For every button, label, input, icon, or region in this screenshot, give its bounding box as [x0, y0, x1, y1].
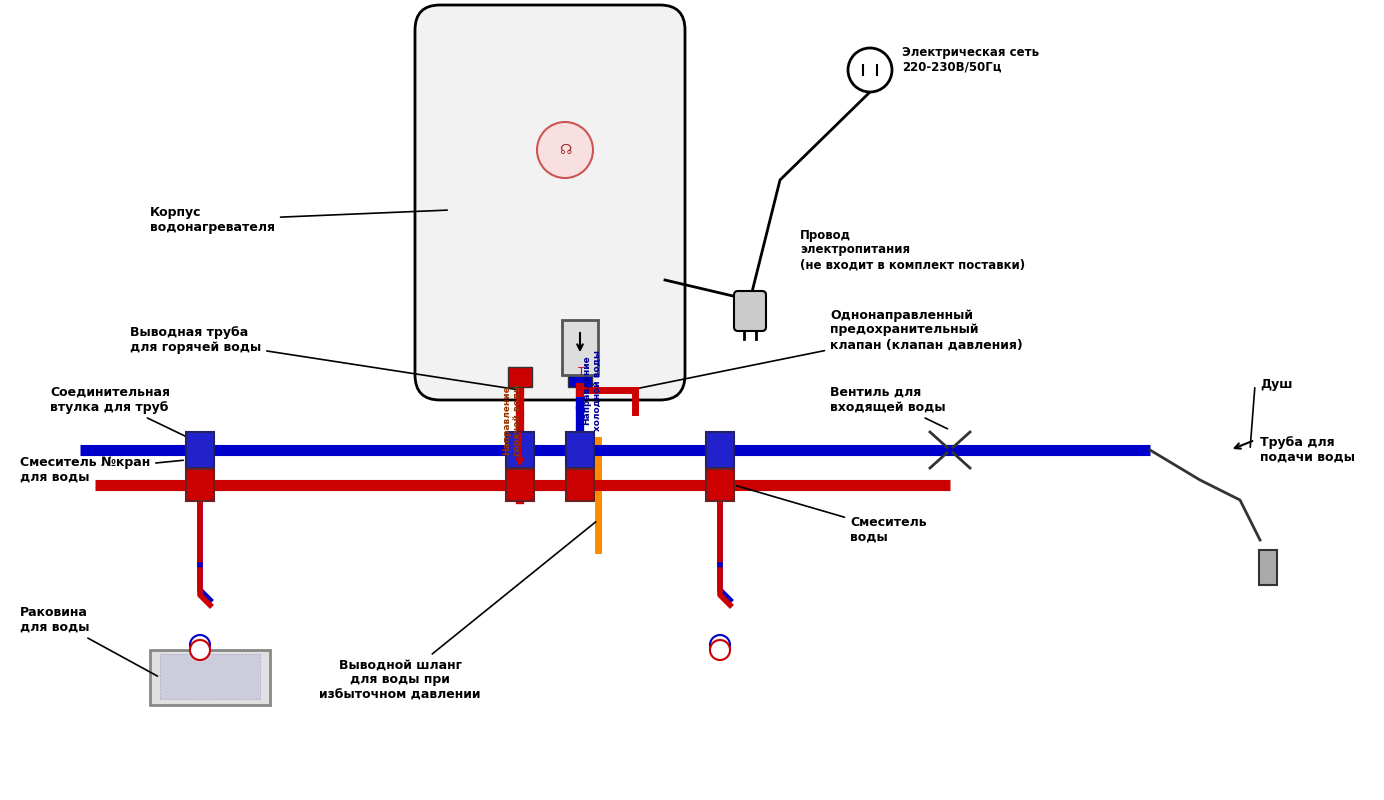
Circle shape — [948, 448, 952, 452]
Text: Вентиль для
входящей воды: Вентиль для входящей воды — [830, 386, 948, 429]
Text: Электрическая сеть
220-230В/50Гц: Электрическая сеть 220-230В/50Гц — [902, 46, 1039, 74]
Text: Раковина
для воды: Раковина для воды — [19, 606, 158, 676]
Bar — [576, 383, 584, 397]
Bar — [507, 469, 534, 501]
Text: Однонаправленный
предохранительный
клапан (клапан давления): Однонаправленный предохранительный клапа… — [632, 309, 1023, 390]
Bar — [508, 367, 531, 387]
Circle shape — [537, 122, 592, 178]
Text: Соединительная
втулка для труб: Соединительная втулка для труб — [50, 386, 212, 449]
Text: Корпус
водонагревателя: Корпус водонагревателя — [149, 206, 447, 234]
Bar — [706, 469, 734, 501]
Bar — [161, 654, 260, 699]
Text: Душ: Душ — [1259, 378, 1293, 391]
Bar — [567, 367, 592, 387]
Text: Смеситель
воды: Смеситель воды — [736, 486, 927, 544]
FancyBboxPatch shape — [149, 650, 270, 705]
FancyBboxPatch shape — [734, 291, 765, 331]
Text: Направление
горячей воды: Направление горячей воды — [502, 384, 522, 456]
Bar — [706, 432, 734, 468]
Text: Направление
холодной воды: Направление холодной воды — [583, 350, 602, 430]
Bar — [185, 432, 215, 468]
Circle shape — [710, 635, 729, 655]
Bar — [566, 469, 594, 501]
Bar — [562, 320, 598, 375]
Bar — [566, 432, 594, 468]
Circle shape — [190, 635, 210, 655]
Text: Выводной шланг
для воды при
избыточном давлении: Выводной шланг для воды при избыточном д… — [320, 522, 597, 702]
Text: Смеситель №кран
для воды: Смеситель №кран для воды — [19, 456, 183, 484]
Circle shape — [710, 640, 729, 660]
Bar — [185, 469, 215, 501]
FancyBboxPatch shape — [415, 5, 685, 400]
Text: Труба для
подачи воды: Труба для подачи воды — [1259, 436, 1355, 464]
Text: Выводная труба
для горячей воды: Выводная труба для горячей воды — [130, 326, 518, 390]
Text: ☊: ☊ — [559, 143, 572, 157]
Circle shape — [848, 48, 893, 92]
Bar — [507, 432, 534, 468]
Text: T: T — [577, 367, 584, 377]
Bar — [1259, 550, 1277, 585]
Text: Провод
электропитания
(не входит в комплект поставки): Провод электропитания (не входит в компл… — [800, 229, 1026, 271]
Circle shape — [190, 640, 210, 660]
